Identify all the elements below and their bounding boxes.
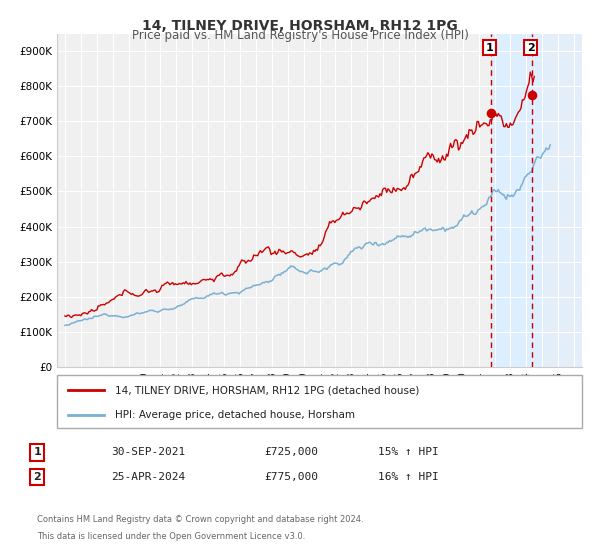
Text: 14, TILNEY DRIVE, HORSHAM, RH12 1PG: 14, TILNEY DRIVE, HORSHAM, RH12 1PG: [142, 19, 458, 33]
Text: 2: 2: [34, 472, 41, 482]
FancyBboxPatch shape: [57, 375, 582, 428]
Text: 15% ↑ HPI: 15% ↑ HPI: [378, 447, 439, 458]
Text: 1: 1: [486, 43, 494, 53]
Text: 30-SEP-2021: 30-SEP-2021: [111, 447, 185, 458]
Text: Price paid vs. HM Land Registry's House Price Index (HPI): Price paid vs. HM Land Registry's House …: [131, 29, 469, 42]
Point: [527, 91, 536, 100]
Text: 2: 2: [527, 43, 535, 53]
Bar: [491, 34, 542, 367]
Text: £775,000: £775,000: [264, 472, 318, 482]
Text: 14, TILNEY DRIVE, HORSHAM, RH12 1PG (detached house): 14, TILNEY DRIVE, HORSHAM, RH12 1PG (det…: [115, 385, 419, 395]
Text: 1: 1: [34, 447, 41, 458]
Text: Contains HM Land Registry data © Crown copyright and database right 2024.: Contains HM Land Registry data © Crown c…: [37, 515, 364, 524]
Text: 25-APR-2024: 25-APR-2024: [111, 472, 185, 482]
Bar: [542, 34, 598, 367]
Text: £725,000: £725,000: [264, 447, 318, 458]
Text: 16% ↑ HPI: 16% ↑ HPI: [378, 472, 439, 482]
Text: This data is licensed under the Open Government Licence v3.0.: This data is licensed under the Open Gov…: [37, 532, 305, 541]
Text: HPI: Average price, detached house, Horsham: HPI: Average price, detached house, Hors…: [115, 410, 355, 420]
Point: [486, 108, 496, 117]
